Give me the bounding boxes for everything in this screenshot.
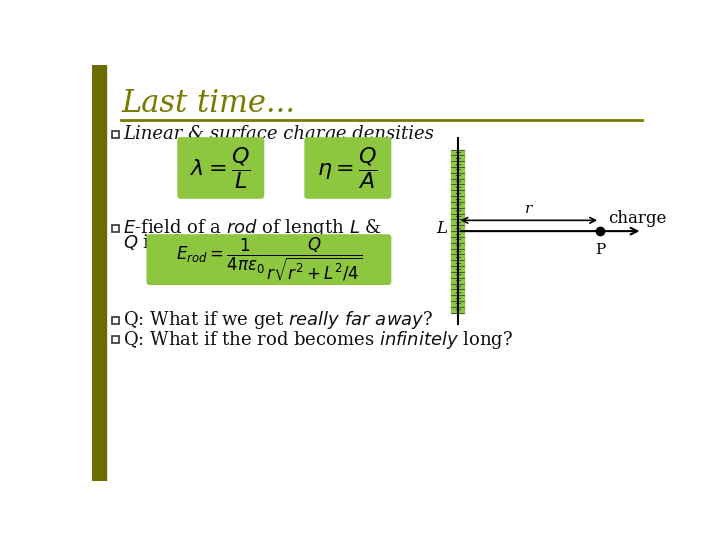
- Text: +: +: [454, 154, 461, 163]
- Text: +: +: [454, 206, 461, 215]
- Bar: [92, 65, 106, 481]
- Text: Q: What if we get $\mathit{really\ far\ away}$?: Q: What if we get $\mathit{really\ far\ …: [123, 309, 433, 332]
- Bar: [451, 150, 464, 313]
- Text: +: +: [454, 230, 461, 239]
- Text: L: L: [436, 220, 448, 237]
- Text: +: +: [454, 212, 461, 221]
- Text: +: +: [454, 160, 461, 168]
- Text: +: +: [454, 218, 461, 227]
- Text: P: P: [595, 242, 605, 256]
- Text: +: +: [454, 253, 461, 262]
- Text: +: +: [454, 241, 461, 250]
- FancyBboxPatch shape: [112, 225, 119, 232]
- Text: +: +: [454, 259, 461, 268]
- Text: Q: What if the rod becomes $\mathit{infinitely}$ long?: Q: What if the rod becomes $\mathit{infi…: [123, 329, 513, 350]
- Text: +: +: [454, 294, 461, 302]
- Text: $\mathit{Q}$ in the $\mathit{bisecting\ plane}$..: $\mathit{Q}$ in the $\mathit{bisecting\ …: [123, 232, 351, 254]
- Text: +: +: [454, 271, 461, 279]
- Text: $E_{rod} = \dfrac{1}{4\pi\epsilon_0} \dfrac{Q}{r\sqrt{r^2 + L^2/4}}$: $E_{rod} = \dfrac{1}{4\pi\epsilon_0} \df…: [176, 236, 362, 284]
- Text: Last time...: Last time...: [121, 88, 295, 119]
- FancyBboxPatch shape: [305, 137, 392, 199]
- Text: $\lambda = \dfrac{Q}{L}$: $\lambda = \dfrac{Q}{L}$: [190, 145, 251, 191]
- Text: +: +: [454, 165, 461, 174]
- Text: +: +: [454, 148, 461, 157]
- Text: Linear & surface charge densities: Linear & surface charge densities: [123, 125, 434, 143]
- Text: r: r: [525, 202, 532, 215]
- Text: +: +: [454, 288, 461, 297]
- Text: +: +: [454, 171, 461, 180]
- Text: charge: charge: [608, 210, 666, 227]
- Text: +: +: [454, 224, 461, 233]
- Text: +: +: [454, 247, 461, 256]
- FancyBboxPatch shape: [146, 234, 392, 285]
- Text: $\eta = \dfrac{Q}{A}$: $\eta = \dfrac{Q}{A}$: [318, 145, 378, 191]
- Text: +: +: [454, 188, 461, 198]
- Text: +: +: [454, 305, 461, 314]
- Text: +: +: [454, 300, 461, 308]
- Text: +: +: [454, 194, 461, 204]
- Text: +: +: [454, 177, 461, 186]
- Text: +: +: [454, 200, 461, 210]
- Text: $\mathit{E}$-field of a $\mathit{rod}$ of length $\mathit{L}$ &: $\mathit{E}$-field of a $\mathit{rod}$ o…: [123, 217, 382, 239]
- Text: +: +: [454, 265, 461, 274]
- FancyBboxPatch shape: [177, 137, 264, 199]
- FancyBboxPatch shape: [112, 131, 119, 138]
- Text: +: +: [454, 235, 461, 245]
- Text: +: +: [454, 183, 461, 192]
- Text: +: +: [454, 282, 461, 291]
- FancyBboxPatch shape: [112, 336, 119, 343]
- FancyBboxPatch shape: [112, 317, 119, 324]
- Text: +: +: [454, 276, 461, 285]
